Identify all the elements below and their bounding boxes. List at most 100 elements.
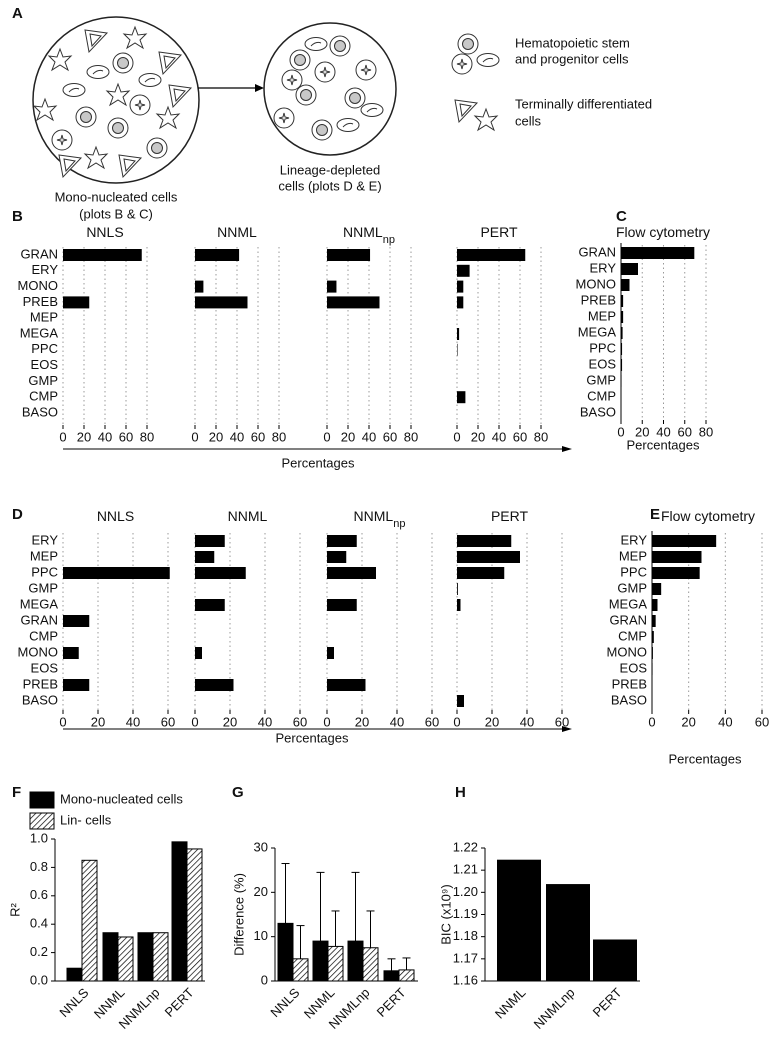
- category-label: MEP: [588, 308, 616, 323]
- stem-cell: [273, 107, 295, 129]
- category-label: MEGA: [20, 596, 59, 611]
- x-tick-label: 20: [635, 424, 649, 439]
- x-tick-label: 80: [404, 429, 418, 444]
- x-tick-label: 0: [617, 424, 624, 439]
- bar: [398, 969, 415, 982]
- x-tick-label: 40: [230, 429, 244, 444]
- legend-stem-cell: [451, 53, 473, 75]
- x-tick-label: 0: [453, 714, 460, 729]
- bar: [195, 535, 225, 547]
- bar: [621, 295, 624, 307]
- bar: [292, 958, 309, 982]
- panel-title: NNLS: [97, 508, 134, 524]
- y-tick-label: 0.0: [30, 972, 48, 987]
- x-tick-label: PERT: [590, 985, 625, 1020]
- bar: [66, 967, 83, 982]
- x-tick-label: 80: [272, 429, 286, 444]
- x-axis-label: Percentages: [276, 730, 349, 745]
- caption: cells (plots D & E): [278, 178, 381, 193]
- x-tick-label: 20: [341, 429, 355, 444]
- x-tick-label: 60: [755, 714, 769, 729]
- x-tick-label: 0: [191, 429, 198, 444]
- category-label: CMP: [29, 628, 58, 643]
- bar: [117, 936, 134, 982]
- x-tick-label: 60: [555, 714, 569, 729]
- bar: [383, 970, 400, 982]
- x-tick-label: NNLS: [56, 985, 91, 1020]
- panel-title: Flow cytometry: [661, 508, 755, 524]
- x-tick-label: 40: [390, 714, 404, 729]
- progenitor-cell: [336, 118, 360, 132]
- category-label: PREB: [581, 292, 616, 307]
- bar: [327, 679, 366, 691]
- x-tick-label: 20: [355, 714, 369, 729]
- category-label: MONO: [18, 644, 58, 659]
- x-tick-label: 0: [648, 714, 655, 729]
- x-tick-label: 0: [453, 429, 460, 444]
- panel-title: NNML: [217, 224, 257, 240]
- bar: [593, 939, 637, 982]
- panel-title-text: PERT: [480, 224, 518, 240]
- x-tick-label: 40: [520, 714, 534, 729]
- bar: [621, 247, 695, 259]
- bar: [171, 841, 188, 982]
- y-tick-label: 1.16: [453, 972, 478, 987]
- y-tick-label: 20: [254, 884, 268, 899]
- bar: [81, 859, 98, 982]
- x-tick-label: 20: [91, 714, 105, 729]
- legend-text: and progenitor cells: [515, 51, 629, 66]
- category-label: GRAN: [20, 612, 58, 627]
- x-tick-label: 60: [161, 714, 175, 729]
- bar: [63, 567, 170, 579]
- bar: [362, 947, 379, 982]
- axis-arrow-head: [562, 726, 572, 732]
- x-tick-label: 0: [59, 429, 66, 444]
- panel-title-text: NNLS: [86, 224, 123, 240]
- panel-title: NNMLnp: [354, 508, 406, 530]
- bar: [347, 940, 364, 982]
- bar: [195, 296, 248, 309]
- bar: [327, 280, 337, 293]
- y-tick-label: 0.4: [30, 916, 48, 931]
- y-tick-label: 1.21: [453, 862, 478, 877]
- legend-differentiated-cell: [454, 99, 478, 123]
- bar: [63, 647, 79, 659]
- category-label: GMP: [617, 580, 647, 595]
- y-tick-label: 10: [254, 928, 268, 943]
- category-label: EOS: [31, 660, 59, 675]
- panel-letter: B: [12, 208, 23, 225]
- bar: [63, 679, 90, 691]
- category-label: BASO: [580, 404, 616, 419]
- x-tick-label: NNML: [492, 985, 529, 1022]
- stem-cell: [314, 61, 336, 83]
- axis-arrow-head: [562, 446, 572, 452]
- x-tick-label: 60: [383, 429, 397, 444]
- progenitor-cell: [62, 83, 86, 97]
- bar: [457, 343, 458, 356]
- x-tick-label: 60: [678, 424, 692, 439]
- x-tick-label: 80: [534, 429, 548, 444]
- category-label: MONO: [18, 278, 58, 293]
- caption: Lineage-depleted: [280, 162, 380, 177]
- category-label: MONO: [607, 644, 647, 659]
- category-label: PREB: [23, 294, 58, 309]
- bar: [312, 940, 329, 982]
- bar: [186, 848, 203, 982]
- category-label: PPC: [31, 341, 58, 356]
- bar: [195, 249, 240, 261]
- panel-title-text: NNML: [354, 508, 394, 524]
- category-label: GMP: [28, 373, 58, 388]
- x-axis-label: Percentages: [282, 455, 355, 470]
- category-label: GMP: [586, 372, 616, 387]
- x-tick-label: 40: [492, 429, 506, 444]
- stem-cell: [355, 59, 377, 81]
- bar: [652, 615, 656, 627]
- bar: [102, 932, 119, 982]
- bar: [137, 932, 154, 982]
- x-tick-label: 60: [293, 714, 307, 729]
- bar: [327, 599, 357, 611]
- category-label: MEGA: [609, 596, 648, 611]
- legend-progenitor-cell: [476, 53, 500, 67]
- panel-letter: H: [455, 784, 466, 801]
- stem-cell: [146, 137, 168, 159]
